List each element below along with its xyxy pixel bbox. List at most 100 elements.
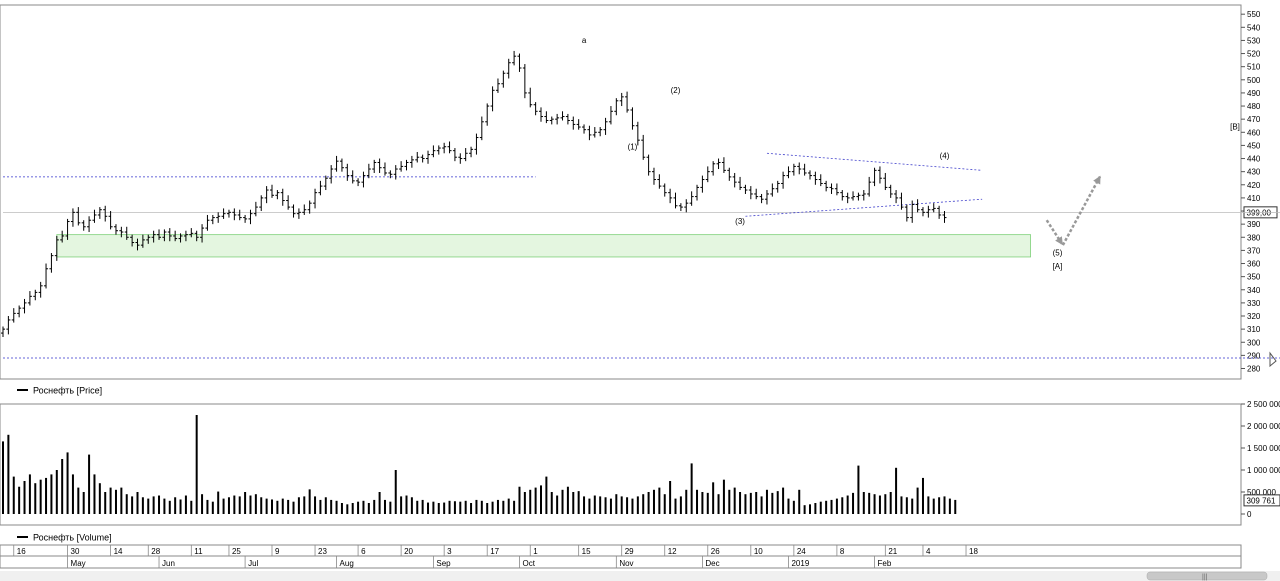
ohlc-bar	[313, 188, 318, 209]
month-tick-label: Oct	[522, 559, 535, 568]
wave-label: (4)	[940, 152, 950, 161]
month-axis	[0, 555, 1242, 569]
volume-bar	[809, 504, 811, 514]
last-volume-box	[1243, 494, 1280, 507]
volume-bar	[534, 487, 537, 514]
ohlc-bar	[603, 117, 608, 135]
ohlc-bar	[646, 154, 651, 176]
volume-bar	[647, 492, 650, 514]
volume-bar	[158, 495, 161, 514]
month-tick-label: Aug	[340, 559, 354, 568]
day-tick-label: 18	[969, 547, 978, 556]
volume-bar	[254, 494, 257, 514]
day-tick-label: 25	[232, 547, 241, 556]
ohlc-bar	[286, 195, 291, 210]
day-tick-label: 4	[926, 547, 931, 556]
ohlc-bar	[522, 64, 527, 99]
price-tick-label: 410	[1247, 194, 1261, 203]
volume-bar	[357, 501, 360, 514]
volume-bar	[486, 503, 489, 514]
wave-label: (2)	[671, 86, 681, 95]
ohlc-bar	[173, 230, 178, 242]
volume-bar	[841, 497, 844, 514]
volume-bar	[168, 500, 171, 514]
day-axis	[0, 544, 1242, 557]
volume-bar	[491, 501, 494, 514]
ohlc-bar	[463, 148, 468, 162]
ohlc-bar	[544, 111, 549, 124]
ohlc-bar	[447, 141, 452, 154]
volume-bar	[174, 497, 177, 514]
volume-bar	[852, 492, 855, 514]
volume-bar	[712, 482, 715, 514]
volume-bar	[792, 500, 795, 514]
volume-bar	[244, 492, 247, 514]
ohlc-bar	[926, 205, 931, 218]
ohlc-bar	[824, 180, 829, 192]
horizontal-scrollbar[interactable]	[0, 571, 1280, 581]
volume-bar	[642, 494, 645, 514]
ohlc-bar	[329, 165, 334, 184]
ohlc-bar	[861, 190, 866, 201]
month-tick-label: Sep	[436, 559, 451, 568]
ohlc-bar	[506, 58, 511, 79]
ohlc-bar	[582, 124, 587, 134]
price-tick-label: 300	[1247, 338, 1261, 347]
ohlc-bar	[323, 175, 328, 191]
volume-bar	[93, 474, 96, 514]
ohlc-bar	[818, 174, 823, 187]
ohlc-bar	[920, 207, 925, 217]
volume-bar	[523, 492, 526, 514]
volume-bar	[416, 500, 419, 514]
ohlc-bar	[76, 207, 81, 226]
price-tick-label: 500	[1247, 76, 1261, 85]
price-tick-label: 550	[1247, 10, 1261, 19]
ohlc-bar	[479, 116, 484, 141]
day-tick-label: 16	[17, 547, 26, 556]
volume-bar	[39, 479, 42, 514]
ohlc-bar	[829, 183, 834, 194]
ohlc-bar	[130, 234, 135, 247]
volume-tick-label: 500 000	[1247, 488, 1276, 497]
volume-bar	[583, 496, 586, 514]
ohlc-bar	[33, 289, 38, 301]
ohlc-bar	[248, 209, 253, 225]
ohlc-bar	[452, 148, 457, 162]
volume-bar	[373, 499, 376, 514]
day-tick-label: 1	[533, 547, 538, 556]
volume-bar	[825, 500, 828, 514]
volume-bar	[636, 496, 639, 514]
ohlc-bar	[87, 216, 92, 233]
month-tick-label: Nov	[619, 559, 633, 568]
ohlc-bar	[937, 205, 942, 219]
ohlc-bar	[399, 161, 404, 172]
month-tick-label: 2019	[791, 559, 809, 568]
volume-bar	[238, 496, 241, 514]
support-zone	[56, 234, 1031, 258]
volume-bar	[271, 499, 273, 514]
price-tick-label: 290	[1247, 351, 1261, 360]
ohlc-bar	[942, 211, 947, 223]
volume-bar	[577, 491, 580, 514]
ohlc-bar	[270, 184, 274, 198]
ohlc-bar	[539, 107, 543, 122]
last-price-label: 399,00	[1247, 209, 1272, 218]
volume-bar	[50, 474, 53, 514]
day-tick-label: 17	[490, 547, 499, 556]
ohlc-bar	[339, 158, 344, 172]
volume-bar	[787, 498, 790, 514]
volume-bar	[136, 492, 139, 514]
ohlc-bar	[565, 113, 570, 125]
ohlc-bar	[630, 107, 635, 130]
ohlc-bar	[296, 208, 301, 219]
volume-bar	[383, 499, 386, 514]
volume-bar	[475, 499, 478, 514]
day-tick-label: 21	[888, 547, 897, 556]
volume-bar	[314, 496, 317, 514]
volume-bar	[749, 492, 752, 514]
day-tick-label: 24	[797, 547, 806, 556]
price-tick-label: 420	[1247, 181, 1261, 190]
volume-bar	[717, 494, 720, 514]
scrollbar-thumb[interactable]	[1146, 571, 1268, 581]
